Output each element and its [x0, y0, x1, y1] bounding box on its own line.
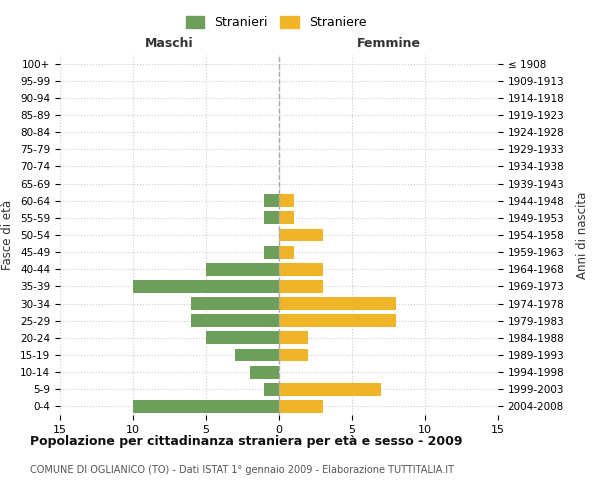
Bar — [191, 297, 279, 310]
Bar — [206, 263, 279, 276]
Bar — [279, 314, 396, 327]
Bar — [206, 332, 279, 344]
Bar — [279, 228, 323, 241]
Legend: Stranieri, Straniere: Stranieri, Straniere — [181, 11, 371, 34]
Y-axis label: Anni di nascita: Anni di nascita — [575, 192, 589, 278]
Text: Femmine: Femmine — [356, 37, 421, 50]
Bar — [279, 332, 308, 344]
Bar — [265, 246, 279, 258]
Bar — [191, 314, 279, 327]
Text: COMUNE DI OGLIANICO (TO) - Dati ISTAT 1° gennaio 2009 - Elaborazione TUTTITALIA.: COMUNE DI OGLIANICO (TO) - Dati ISTAT 1°… — [30, 465, 454, 475]
Bar — [265, 212, 279, 224]
Bar — [235, 348, 279, 362]
Bar — [265, 194, 279, 207]
Bar — [279, 280, 323, 293]
Bar — [265, 383, 279, 396]
Bar — [250, 366, 279, 378]
Y-axis label: Fasce di età: Fasce di età — [1, 200, 14, 270]
Bar — [279, 263, 323, 276]
Bar — [133, 280, 279, 293]
Bar — [279, 348, 308, 362]
Bar — [133, 400, 279, 413]
Bar — [279, 297, 396, 310]
Bar — [279, 212, 293, 224]
Bar — [279, 194, 293, 207]
Bar — [279, 400, 323, 413]
Bar — [279, 246, 293, 258]
Bar — [279, 383, 381, 396]
Text: Popolazione per cittadinanza straniera per età e sesso - 2009: Popolazione per cittadinanza straniera p… — [30, 435, 463, 448]
Text: Maschi: Maschi — [145, 37, 194, 50]
